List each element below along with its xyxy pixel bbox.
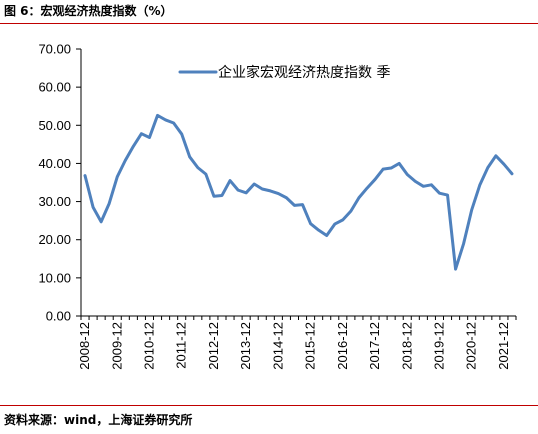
- data-point: [486, 166, 490, 169]
- data-point: [220, 194, 224, 197]
- data-point: [502, 162, 506, 166]
- x-tick-label: 2020-12: [464, 322, 479, 370]
- y-tick-label: 10.00: [38, 270, 71, 285]
- x-tick-label: 2012-12: [206, 322, 221, 370]
- data-point: [430, 183, 433, 186]
- data-point: [293, 204, 296, 207]
- data-point: [462, 242, 465, 245]
- data-point: [228, 179, 232, 182]
- data-point: [156, 114, 159, 117]
- bottom-rule: [0, 405, 538, 406]
- figure-title: 图 6：宏观经济热度指数（%）: [4, 4, 173, 18]
- x-tick-label: 2018-12: [399, 322, 414, 370]
- data-point: [269, 189, 272, 193]
- data-point: [116, 175, 119, 178]
- x-tick-label: 2009-12: [109, 322, 124, 370]
- series-layer: [83, 113, 514, 271]
- source-note: 资料来源：wind，上海证券研究所: [4, 413, 193, 427]
- y-tick-label: 30.00: [38, 194, 71, 209]
- y-tick-label: 70.00: [38, 42, 71, 57]
- x-tick-label: 2016-12: [335, 322, 350, 370]
- data-point: [317, 228, 320, 232]
- data-point: [285, 196, 288, 199]
- x-axis: 2008-12 2009-12 2010-12 2011-12 2012-12 2013-…: [77, 315, 517, 370]
- data-point: [277, 192, 280, 195]
- data-point: [83, 174, 87, 177]
- data-point: [438, 191, 441, 195]
- data-point: [244, 191, 248, 194]
- x-tick-label: 2015-12: [303, 322, 318, 370]
- data-point: [365, 187, 369, 190]
- y-axis: 0.00 10.00 20.00 30.00 40.00 50.00 60.00 70.00: [38, 42, 82, 324]
- x-tick-label: 2014-12: [270, 322, 285, 370]
- data-point: [397, 162, 401, 165]
- data-point: [381, 167, 385, 171]
- data-point: [188, 155, 191, 159]
- data-point: [422, 185, 425, 188]
- data-point: [341, 218, 345, 222]
- data-point: [446, 193, 449, 197]
- x-tick-label: 2011-12: [174, 322, 189, 369]
- y-tick-label: 60.00: [38, 80, 71, 95]
- data-point: [470, 208, 473, 212]
- legend-label: 企业家宏观经济热度指数 季: [218, 64, 390, 81]
- data-point: [91, 206, 95, 209]
- data-point: [301, 203, 304, 206]
- y-tick-label: 20.00: [38, 232, 71, 247]
- data-point: [164, 118, 167, 122]
- data-point: [212, 195, 216, 198]
- data-point: [148, 136, 151, 139]
- data-point: [124, 159, 127, 162]
- x-tick-label: 2019-12: [431, 322, 446, 370]
- data-point: [333, 222, 336, 226]
- data-point: [180, 132, 183, 136]
- y-tick-label: 0.00: [46, 309, 71, 324]
- series-line: [83, 113, 514, 271]
- data-point: [132, 145, 135, 148]
- data-point: [414, 180, 417, 183]
- legend: 企业家宏观经济热度指数 季: [178, 64, 390, 81]
- data-point: [478, 183, 481, 187]
- y-tick-label: 40.00: [38, 156, 71, 171]
- data-point: [172, 121, 175, 125]
- top-rule: [0, 23, 538, 24]
- data-point: [494, 154, 498, 157]
- data-point: [236, 188, 240, 192]
- data-point: [261, 187, 264, 191]
- data-point: [107, 202, 111, 205]
- x-tick-label: 2013-12: [238, 322, 253, 370]
- data-point: [389, 166, 393, 170]
- data-point: [204, 172, 208, 176]
- x-tick-label: 2017-12: [367, 322, 382, 370]
- x-tick-label: 2021-12: [496, 322, 511, 370]
- data-point: [252, 182, 256, 186]
- data-point: [309, 222, 312, 225]
- data-point: [357, 196, 361, 199]
- data-point: [406, 173, 409, 176]
- x-tick-label: 2010-12: [141, 322, 156, 370]
- y-tick-label: 50.00: [38, 118, 71, 133]
- data-point: [373, 178, 377, 181]
- data-point: [196, 166, 200, 169]
- data-point: [349, 209, 353, 213]
- data-point: [325, 234, 328, 237]
- x-tick-label: 2008-12: [77, 322, 92, 370]
- data-point: [454, 267, 457, 271]
- line-chart: 0.0010.0020.0030.0040.0050.0060.0070.00 …: [38, 42, 517, 370]
- data-point: [99, 220, 103, 223]
- data-point: [140, 132, 143, 135]
- data-point: [510, 172, 514, 175]
